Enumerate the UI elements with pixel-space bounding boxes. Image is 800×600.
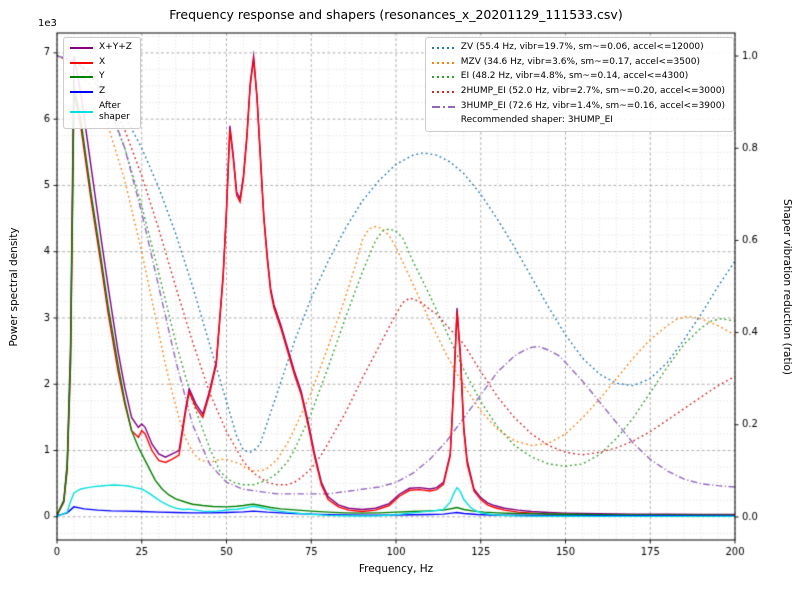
shaper-legend: ZV (55.4 Hz, vibr=19.7%, sm~=0.06, accel… (424, 37, 734, 133)
legend-item-label: MZV (34.6 Hz, vibr=3.6%, sm~=0.17, accel… (460, 56, 700, 67)
legend-line-sample (431, 61, 455, 64)
legend-item: Z (70, 86, 132, 98)
legend-item: X+Y+Z (70, 42, 132, 54)
y-axis-left-label: Power spectral density (8, 227, 20, 347)
legend-line-sample (70, 61, 93, 64)
legend-item-label: X+Y+Z (99, 42, 132, 52)
psd-legend: X+Y+Z X Y Z After shaper (63, 37, 141, 130)
legend-item: 2HUMP_EI (52.0 Hz, vibr=2.7%, sm~=0.20, … (431, 86, 725, 98)
legend-item-label: 2HUMP_EI (52.0 Hz, vibr=2.7%, sm~=0.20, … (460, 86, 725, 97)
legend-item: ZV (55.4 Hz, vibr=19.7%, sm~=0.06, accel… (431, 42, 725, 54)
legend-line-sample (70, 90, 93, 93)
legend-line-sample (431, 46, 455, 49)
legend-item-label: EI (48.2 Hz, vibr=4.8%, sm~=0.14, accel<… (460, 71, 689, 82)
legend-line-sample (70, 76, 93, 79)
legend-item: After shaper (70, 101, 132, 124)
y-axis-offset-label: 1e3 (38, 18, 57, 29)
legend-item: X (70, 57, 132, 69)
legend-item: EI (48.2 Hz, vibr=4.8%, sm~=0.14, accel<… (431, 71, 725, 83)
chart-title: Frequency response and shapers (resonanc… (169, 7, 623, 22)
legend-item: Y (70, 71, 132, 83)
legend-item-label: ZV (55.4 Hz, vibr=19.7%, sm~=0.06, accel… (460, 42, 704, 52)
legend-line-sample (70, 111, 93, 114)
legend-item: MZV (34.6 Hz, vibr=3.6%, sm~=0.17, accel… (431, 56, 725, 69)
legend-line-sample (431, 76, 455, 79)
x-axis-label: Frequency, Hz (358, 563, 434, 575)
legend-line-sample (70, 46, 93, 49)
legend-item: 3HUMP_EI (72.6 Hz, vibr=1.4%, sm~=0.16, … (431, 100, 725, 113)
legend-line-sample (431, 105, 455, 108)
legend-item-label: Z (99, 86, 106, 97)
y-axis-right-label: Shaper vibration reduction (ratio) (781, 198, 793, 376)
legend-item-label: 3HUMP_EI (72.6 Hz, vibr=1.4%, sm~=0.16, … (460, 100, 725, 111)
legend-item-label: X (99, 56, 106, 67)
legend-note: Recommended shaper: 3HUMP_EI (460, 115, 613, 126)
legend-item-label: Y (99, 71, 105, 82)
legend-line-sample (431, 90, 455, 93)
legend-item-label: After shaper (99, 100, 130, 123)
